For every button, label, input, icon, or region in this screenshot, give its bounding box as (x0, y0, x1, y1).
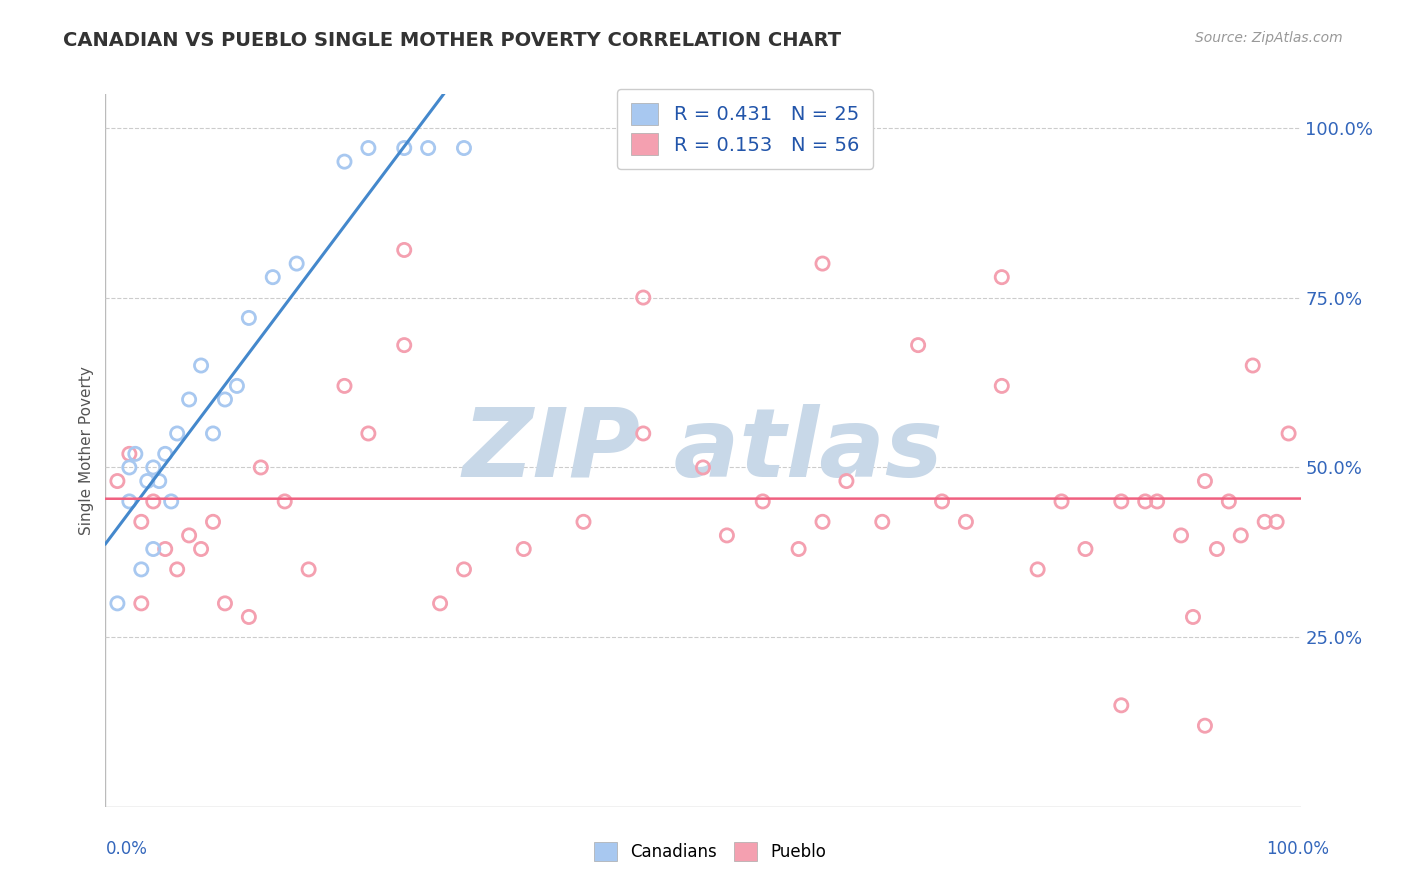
Point (153, 541, 177, 556)
Point (811, 515, 834, 529)
Point (202, 515, 225, 529)
Point (333, 379, 356, 393)
Point (633, 426, 655, 441)
Point (225, 379, 249, 393)
Point (107, 474, 129, 488)
Text: CANADIAN VS PUEBLO SINGLE MOTHER POVERTY CORRELATION CHART: CANADIAN VS PUEBLO SINGLE MOTHER POVERTY… (63, 31, 841, 50)
Point (214, 596, 236, 610)
Point (129, 515, 153, 529)
Point (190, 359, 212, 373)
Point (214, 392, 236, 407)
Point (1229, 528, 1251, 542)
Point (118, 447, 141, 461)
Point (273, 494, 295, 508)
Point (1277, 426, 1299, 441)
Point (357, 426, 380, 441)
Point (285, 256, 308, 270)
Point (1206, 541, 1229, 556)
Point (990, 379, 1012, 393)
Point (572, 515, 595, 529)
Point (418, 141, 440, 155)
Point (811, 256, 834, 270)
Text: Source: ZipAtlas.com: Source: ZipAtlas.com (1195, 31, 1343, 45)
Point (153, 447, 177, 461)
Point (453, 141, 475, 155)
Point (392, 141, 416, 155)
Point (190, 541, 212, 556)
Point (787, 541, 810, 556)
Point (142, 541, 165, 556)
Point (238, 310, 260, 325)
Point (118, 460, 141, 475)
Point (1074, 541, 1097, 556)
Point (931, 494, 953, 508)
Point (907, 338, 929, 352)
Point (333, 154, 356, 169)
Point (1026, 562, 1049, 576)
Point (872, 515, 894, 529)
Point (250, 460, 273, 475)
Point (1194, 719, 1216, 733)
Legend: R = 0.431   N = 25, R = 0.153   N = 56: R = 0.431 N = 25, R = 0.153 N = 56 (617, 89, 873, 169)
Text: ZIP atlas: ZIP atlas (463, 404, 943, 497)
Point (751, 494, 773, 508)
Point (1170, 528, 1192, 542)
Point (429, 596, 451, 610)
Text: 0.0%: 0.0% (105, 840, 148, 858)
Point (633, 291, 655, 305)
Point (1241, 359, 1264, 373)
Point (990, 270, 1012, 285)
Point (1133, 494, 1156, 508)
Point (160, 494, 183, 508)
Point (1194, 474, 1216, 488)
Point (202, 426, 225, 441)
Point (392, 243, 416, 257)
Point (129, 596, 153, 610)
Point (1265, 515, 1288, 529)
Point (238, 610, 260, 624)
Point (392, 338, 416, 352)
Point (166, 562, 188, 576)
Point (1146, 494, 1168, 508)
Point (1111, 494, 1133, 508)
Point (142, 460, 165, 475)
Point (1111, 698, 1133, 713)
Point (357, 141, 380, 155)
Point (177, 392, 201, 407)
Point (835, 474, 858, 488)
Point (107, 596, 129, 610)
Point (298, 562, 321, 576)
Point (177, 528, 201, 542)
Point (692, 460, 714, 475)
Point (513, 541, 536, 556)
Text: 100.0%: 100.0% (1265, 840, 1329, 858)
Point (129, 562, 153, 576)
Point (166, 426, 188, 441)
Y-axis label: Single Mother Poverty: Single Mother Poverty (79, 366, 94, 535)
Point (955, 515, 977, 529)
Point (142, 494, 165, 508)
Point (148, 474, 170, 488)
Point (453, 562, 475, 576)
Point (1218, 494, 1240, 508)
Point (716, 528, 738, 542)
Legend: Canadians, Pueblo: Canadians, Pueblo (588, 835, 832, 868)
Point (1254, 515, 1277, 529)
Point (1050, 494, 1073, 508)
Point (124, 447, 146, 461)
Point (1181, 610, 1204, 624)
Point (118, 494, 141, 508)
Point (136, 474, 159, 488)
Point (262, 270, 284, 285)
